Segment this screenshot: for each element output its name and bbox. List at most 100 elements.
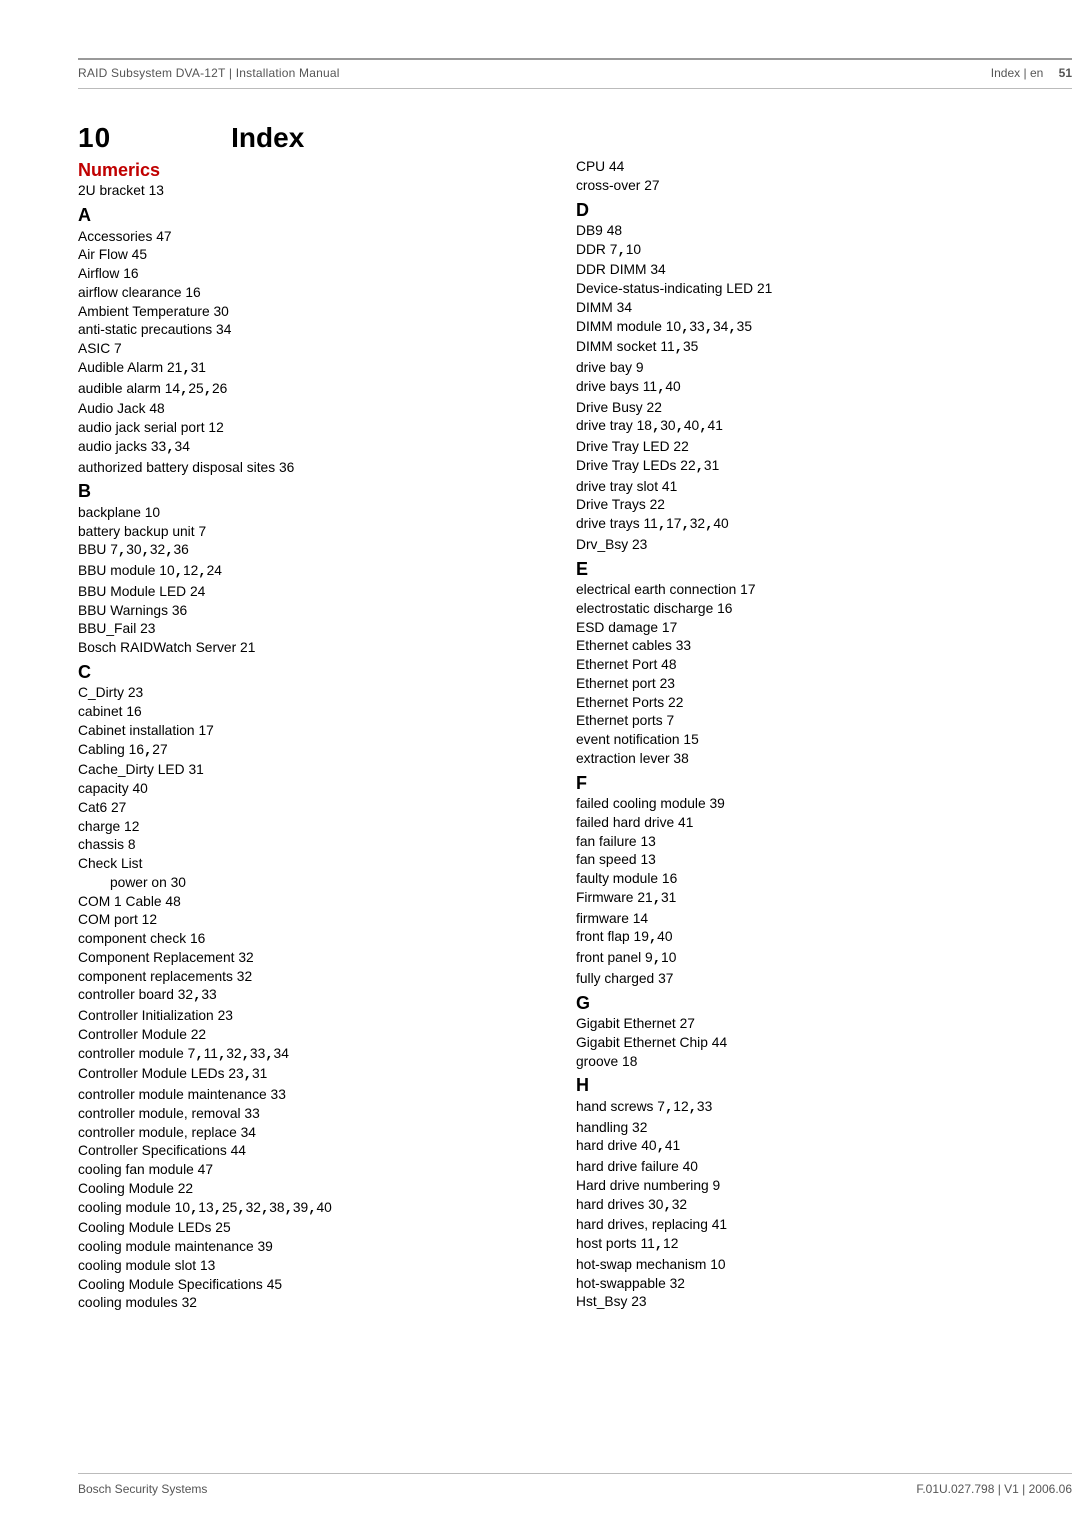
index-page: 48 [661, 657, 676, 672]
index-term: hot-swap mechanism [576, 1257, 706, 1272]
index-entry: Check List [78, 855, 544, 874]
index-locators: 12 [208, 420, 223, 435]
index-entry: controller module, replace 34 [78, 1124, 544, 1143]
index-locators: 33 [244, 1106, 259, 1121]
index-locators: 23,31 [228, 1066, 267, 1081]
index-locators: 32 [182, 1295, 197, 1310]
index-term: Cooling Module LEDs [78, 1220, 211, 1235]
index-column-left: Numerics2U bracket 13AAccessories 47Air … [78, 158, 544, 1313]
index-term: battery backup unit [78, 524, 195, 539]
index-page: 22 [647, 400, 662, 415]
index-page: 13 [200, 1258, 215, 1273]
index-entry: faulty module 16 [576, 870, 1042, 889]
index-entry: CPU 44 [576, 158, 1042, 177]
page-footer: Bosch Security Systems F.01U.027.798 | V… [78, 1482, 1072, 1496]
index-page: 16 [126, 704, 141, 719]
index-page: 40 [713, 516, 728, 531]
index-term: Drv_Bsy [576, 537, 628, 552]
index-page: 41 [665, 1138, 680, 1153]
index-entry: cooling module slot 13 [78, 1257, 544, 1276]
index-entry: hard drive failure 40 [576, 1158, 1042, 1177]
index-entry: Drv_Bsy 23 [576, 536, 1042, 555]
index-page: 11 [204, 1046, 218, 1061]
index-entry: cooling module 10,13,25,32,38,39,40 [78, 1199, 544, 1220]
index-term: hand screws [576, 1099, 653, 1114]
index-letter-heading: E [576, 557, 1042, 581]
index-entry: cooling fan module 47 [78, 1161, 544, 1180]
index-columns: Numerics2U bracket 13AAccessories 47Air … [78, 158, 1042, 1313]
index-entry: power on 30 [78, 874, 544, 893]
index-entry: Audible Alarm 21,31 [78, 359, 544, 380]
index-term: controller module, replace [78, 1125, 237, 1140]
index-term: Ethernet Ports [576, 695, 664, 710]
index-term: extraction lever [576, 751, 670, 766]
index-entry: host ports 11,12 [576, 1235, 1042, 1256]
index-entry: event notification 15 [576, 731, 1042, 750]
index-page: 39 [293, 1200, 308, 1215]
index-page: 48 [607, 223, 622, 238]
index-page: 12 [124, 819, 139, 834]
index-page: 12 [142, 912, 157, 927]
index-locators: 13 [149, 183, 164, 198]
index-locators: 22 [178, 1181, 193, 1196]
comma-separator: , [166, 441, 174, 456]
index-term: airflow clearance [78, 285, 182, 300]
index-term: faulty module [576, 871, 658, 886]
comma-separator: , [285, 1202, 293, 1217]
index-locators: 16 [123, 266, 138, 281]
index-entry: Ethernet ports 7 [576, 712, 1042, 731]
index-page: 15 [683, 732, 698, 747]
index-term: Ambient Temperature [78, 304, 210, 319]
index-page: 21 [757, 281, 772, 296]
index-term: failed hard drive [576, 815, 674, 830]
index-locators: 30 [214, 304, 229, 319]
index-page: 32 [670, 1276, 685, 1291]
rule-top [78, 58, 1072, 60]
header-page-number: 51 [1059, 66, 1072, 80]
index-entry: Cabling 16,27 [78, 741, 544, 762]
index-term: Cabling [78, 742, 125, 757]
index-page: 34 [713, 319, 728, 334]
index-term: fully charged [576, 971, 654, 986]
index-locators: 7,12,33 [657, 1099, 712, 1114]
index-entry: cross-over 27 [576, 177, 1042, 196]
index-page: 25 [215, 1220, 230, 1235]
index-locators: 27 [644, 178, 659, 193]
index-page: 34 [617, 300, 632, 315]
index-page: 16 [717, 601, 732, 616]
index-page: 40 [683, 1159, 698, 1174]
index-page: 13 [640, 834, 655, 849]
index-term: Component Replacement [78, 950, 234, 965]
index-term: cooling module slot [78, 1258, 196, 1273]
index-term: Controller Specifications [78, 1143, 227, 1158]
index-locators: 10,12,24 [159, 563, 222, 578]
index-term: DIMM module [576, 319, 662, 334]
index-entry: audible alarm 14,25,26 [78, 380, 544, 401]
index-entry: hand screws 7,12,33 [576, 1098, 1042, 1119]
index-page: 34 [175, 439, 190, 454]
index-entry: groove 18 [576, 1053, 1042, 1072]
index-locators: 48 [165, 894, 180, 909]
index-page: 25 [222, 1200, 237, 1215]
index-page: 16 [662, 871, 677, 886]
index-page: 9 [645, 950, 653, 965]
comma-separator: , [308, 1202, 316, 1217]
index-term: drive trays [576, 516, 640, 531]
index-locators: 45 [132, 247, 147, 262]
index-page: 22 [668, 695, 683, 710]
comma-separator: , [699, 420, 707, 435]
index-page: 41 [678, 815, 693, 830]
index-term: event notification [576, 732, 680, 747]
index-page: 30 [171, 875, 186, 890]
index-locators: 16 [126, 704, 141, 719]
footer-right: F.01U.027.798 | V1 | 2006.06 [916, 1482, 1072, 1496]
index-term: Drive Tray LEDs [576, 458, 676, 473]
index-page: 18 [637, 418, 652, 433]
index-page: 41 [662, 479, 677, 494]
comma-separator: , [261, 1202, 269, 1217]
index-entry: Hst_Bsy 23 [576, 1293, 1042, 1312]
index-locators: 41 [662, 479, 677, 494]
index-entry: Drive Tray LED 22 [576, 438, 1042, 457]
index-locators: 19,40 [634, 929, 673, 944]
index-term: Ethernet cables [576, 638, 672, 653]
